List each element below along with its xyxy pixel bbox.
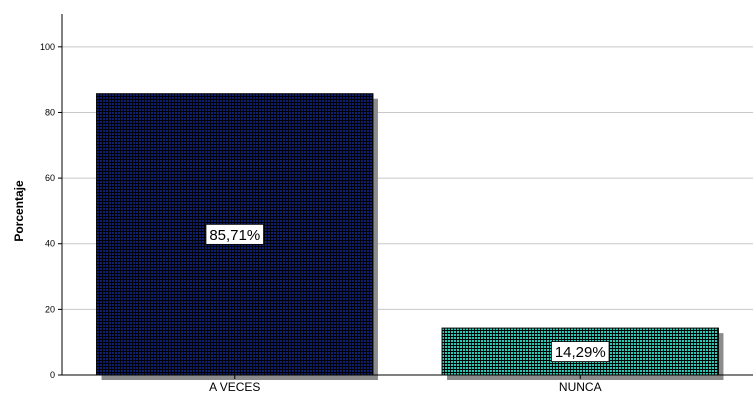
y-tick-label: 60 [45,173,55,183]
data-label-box [551,341,610,362]
data-label: 85,71% [209,227,260,244]
y-axis-label: Porcentaje [12,180,26,242]
data-label-box [205,223,264,245]
x-category-label: NUNCA [559,380,602,394]
y-tick-label: 0 [50,370,55,380]
y-tick-label: 40 [45,239,55,249]
bars [96,93,719,376]
y-tick-label: 20 [45,304,55,314]
data-labels: 85,71% 14,29% [205,223,610,362]
y-tick-labels: 0 20 40 60 80 100 [40,42,55,380]
axes [58,14,753,379]
y-tick-label: 100 [40,42,55,52]
y-tick-label: 80 [45,107,55,117]
x-category-label: A VECES [209,380,260,394]
data-label: 14,29% [555,344,606,361]
x-category-labels: A VECES NUNCA [209,380,602,394]
